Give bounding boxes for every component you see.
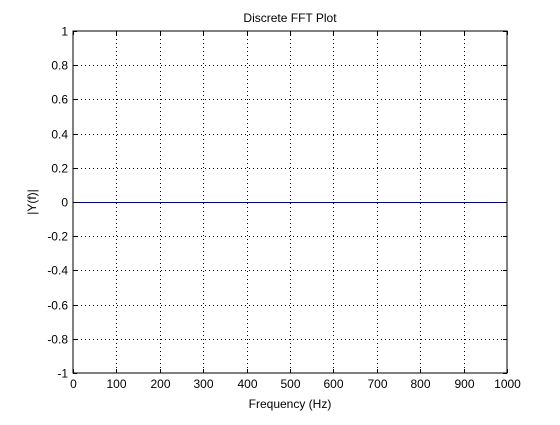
y-tick-labels: -1 -0.8 -0.6 -0.4 -0.2 0 0.2 0.4 0.6 0.8 1 <box>47 25 68 381</box>
x-tick-label: 100 <box>106 377 126 391</box>
y-tick-label: 0.6 <box>51 93 68 107</box>
x-tick-label: 800 <box>410 377 430 391</box>
x-tick-label: 600 <box>323 377 343 391</box>
y-tick-label: -0.6 <box>47 299 68 313</box>
x-tick-label: 500 <box>280 377 300 391</box>
y-tick-label: 0.8 <box>51 59 68 73</box>
y-tick-label: 0 <box>61 196 68 210</box>
x-axis-label: Frequency (Hz) <box>249 397 332 411</box>
y-tick-label: -0.2 <box>47 230 68 244</box>
x-tick-label: 400 <box>237 377 257 391</box>
x-tick-label: 900 <box>454 377 474 391</box>
y-tick-label: 0.2 <box>51 162 68 176</box>
y-tick-label: -0.8 <box>47 333 68 347</box>
y-tick-label: -1 <box>57 367 68 381</box>
x-tick-label: 1000 <box>494 377 521 391</box>
y-axis-label: |Y(f)| <box>25 189 39 215</box>
x-tick-labels: 0 100 200 300 400 500 600 700 800 900 1000 <box>70 377 521 391</box>
chart-title: Discrete FFT Plot <box>243 11 337 25</box>
y-tick-label: 0.4 <box>51 128 68 142</box>
y-tick-label: 1 <box>61 25 68 39</box>
y-tick-label: -0.4 <box>47 264 68 278</box>
x-tick-label: 200 <box>150 377 170 391</box>
x-tick-label: 300 <box>193 377 213 391</box>
grid <box>73 31 507 373</box>
x-tick-label: 700 <box>367 377 387 391</box>
ticks <box>73 31 508 374</box>
x-tick-label: 0 <box>70 377 77 391</box>
